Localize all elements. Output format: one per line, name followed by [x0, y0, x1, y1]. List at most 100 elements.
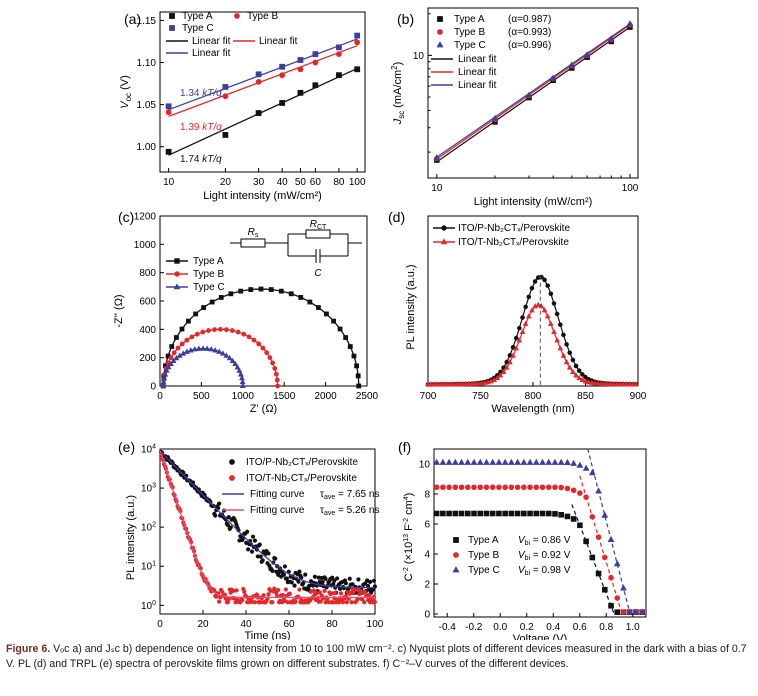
data-point: [318, 599, 323, 604]
data-point: [297, 89, 304, 96]
data-point: [527, 484, 533, 491]
x-tick-label: 20: [197, 619, 209, 630]
x-tick-label: 60: [283, 619, 295, 630]
data-point: [312, 574, 318, 579]
data-point: [165, 148, 172, 155]
data-point: [452, 484, 459, 491]
data-point: [573, 363, 579, 369]
data-point: [225, 522, 230, 528]
data-point: [483, 510, 490, 517]
y-tick-label: 10: [413, 51, 425, 62]
data-point: [500, 368, 507, 375]
data-point: [564, 513, 571, 520]
data-point: [322, 588, 327, 594]
legend-marker: [169, 13, 175, 19]
x-tick-label: 0.0: [493, 622, 507, 633]
data-point: [521, 484, 527, 491]
data-point: [336, 72, 342, 79]
data-point: [226, 596, 231, 602]
data-point: [371, 578, 377, 583]
data-point: [201, 305, 206, 310]
data-point: [552, 484, 558, 491]
plot-frame: [159, 11, 366, 173]
data-point: [548, 320, 554, 326]
data-point: [344, 600, 349, 605]
data-point: [228, 291, 234, 297]
data-point: [462, 381, 469, 387]
x-tick-label: 1000: [232, 391, 255, 402]
data-point: [601, 380, 608, 386]
legend-label: Fitting curve: [250, 489, 305, 500]
data-point: [355, 373, 361, 379]
data-point: [261, 593, 266, 598]
data-point: [620, 381, 627, 387]
data-point: [513, 345, 520, 351]
data-point: [604, 380, 611, 387]
data-point: [545, 484, 552, 491]
data-point: [336, 44, 342, 51]
data-point: [362, 600, 367, 605]
panel-label: (e): [118, 439, 135, 455]
data-point: [168, 355, 174, 361]
y-tick-label: 0: [424, 610, 430, 621]
data-point: [588, 379, 595, 385]
data-point: [354, 39, 361, 46]
legend-alpha: (α=0.993): [508, 27, 551, 38]
x-axis-label: Time (ns): [244, 630, 290, 640]
data-point: [476, 458, 484, 465]
legend-marker: [437, 29, 443, 35]
data-point: [367, 579, 373, 584]
data-point: [323, 576, 328, 581]
data-point: [223, 352, 230, 358]
x-tick-label: 100: [349, 177, 366, 188]
legend-marker: [441, 225, 447, 231]
data-point: [567, 350, 573, 356]
x-tick-label: 100: [367, 619, 384, 630]
data-point: [626, 381, 633, 387]
data-point: [222, 132, 229, 138]
data-point: [241, 331, 247, 337]
legend-marker: [453, 537, 459, 543]
data-point: [579, 376, 586, 382]
data-point: [445, 458, 453, 465]
data-point: [257, 542, 262, 547]
data-point: [513, 335, 519, 341]
data-point: [246, 547, 251, 552]
y-axis-label: PL intensity (a.u.): [405, 264, 417, 349]
data-point: [611, 381, 617, 387]
data-point: [297, 57, 304, 63]
data-point: [174, 335, 179, 340]
data-point: [279, 72, 286, 79]
caption-text: Vₒᴄ a) and Jₛᴄ b) dependence on light in…: [6, 643, 747, 670]
data-point: [554, 311, 560, 317]
legend-label: Linear fit: [192, 36, 231, 47]
data-point: [447, 381, 453, 387]
legend-label: Type B: [193, 269, 224, 280]
vbi-fit-line: [587, 448, 631, 615]
data-point: [576, 368, 582, 374]
data-point: [236, 367, 243, 373]
data-point: [508, 458, 515, 465]
data-point: [489, 484, 496, 491]
data-point: [568, 61, 576, 68]
y-tick-label: 104: [141, 444, 156, 456]
legend-vbi: Vbi = 0.86 V: [518, 535, 571, 547]
data-point: [560, 352, 567, 358]
data-point: [583, 51, 591, 58]
data-point: [331, 318, 337, 324]
legend-label: Type B: [468, 550, 499, 561]
data-point: [260, 345, 266, 351]
data-point: [226, 515, 231, 520]
data-point: [311, 588, 317, 593]
data-point: [270, 600, 275, 605]
data-point: [356, 577, 361, 582]
data-point: [576, 374, 583, 381]
x-tick-label: 100: [622, 183, 639, 194]
legend-label: Linear fit: [458, 54, 497, 65]
legend-marker: [436, 41, 444, 48]
data-point: [458, 510, 465, 517]
data-point: [563, 359, 570, 365]
x-tick-label: 20: [220, 177, 232, 188]
data-point: [175, 345, 181, 351]
legend-label: Linear fit: [259, 36, 298, 47]
